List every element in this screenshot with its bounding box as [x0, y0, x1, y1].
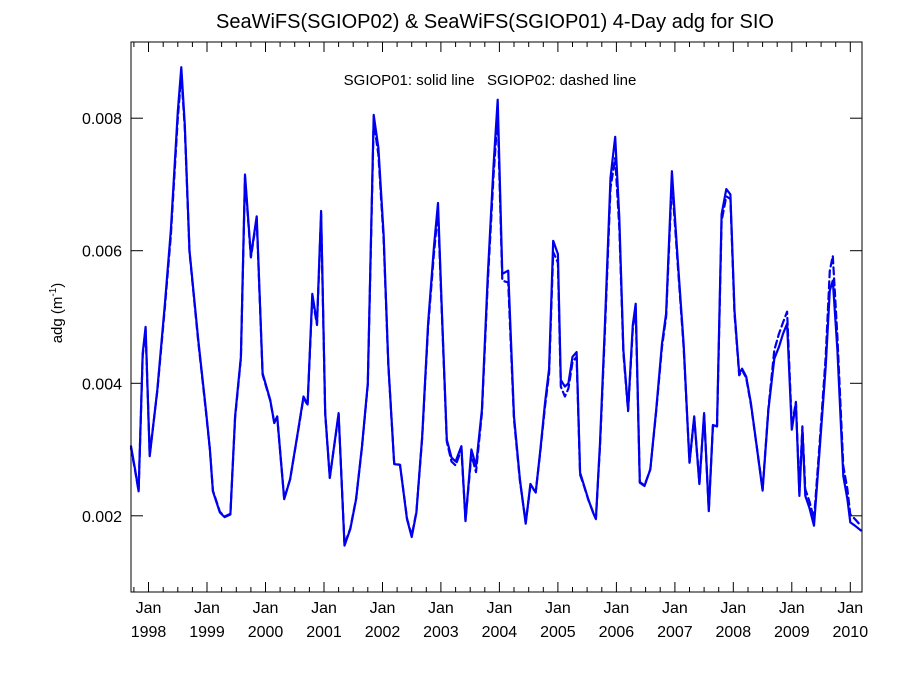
x-tick-label-year: 1998 [131, 624, 167, 641]
x-tick-label-month: Jan [194, 600, 220, 617]
x-tick-label-month: Jan [662, 600, 688, 617]
x-tick-label-year: 2005 [540, 624, 576, 641]
x-tick-label-month: Jan [428, 600, 454, 617]
chart-annotation: SGIOP01: solid line SGIOP02: dashed line [344, 72, 637, 89]
x-tick-label-year: 2004 [482, 624, 518, 641]
x-tick-label-month: Jan [487, 600, 513, 617]
series-group [129, 66, 862, 547]
x-tick-label-month: Jan [370, 600, 396, 617]
x-tick-label-year: 2007 [657, 624, 693, 641]
x-tick-label-year: 2000 [248, 624, 284, 641]
axis-ticks [131, 42, 862, 592]
x-tick-label-year: 2009 [774, 624, 810, 641]
x-tick-label-month: Jan [253, 600, 279, 617]
x-tick-label-year: 2006 [599, 624, 635, 641]
x-tick-label-month: Jan [720, 600, 746, 617]
x-tick-label-year: 2010 [833, 624, 869, 641]
x-tick-label-month: Jan [779, 600, 805, 617]
chart-title: SeaWiFS(SGIOP02) & SeaWiFS(SGIOP01) 4-Da… [216, 11, 774, 33]
x-tick-label-year: 2003 [423, 624, 459, 641]
x-tick-label-year: 2002 [365, 624, 401, 641]
plot-area-frame [130, 41, 863, 593]
series-line-sgiop02 [129, 74, 862, 546]
x-tick-label-year: 2001 [306, 624, 342, 641]
axis-tick-labels: 0.002 0.004 0.006 0.008 Jan 1998 Jan 1999 Jan 200… [82, 111, 868, 641]
x-tick-label-month: Jan [311, 600, 337, 617]
x-tick-label-month: Jan [604, 600, 630, 617]
y-axis-label-close: ) [49, 283, 66, 288]
y-axis-label-superscript: -1 [48, 287, 59, 296]
y-axis-label: adg (m-1) [48, 283, 66, 344]
y-tick-label: 0.008 [82, 111, 122, 128]
y-tick-label: 0.004 [82, 376, 122, 393]
x-tick-label-month: Jan [136, 600, 162, 617]
y-axis-label-text: adg (m [49, 297, 66, 344]
x-tick-label-year: 1999 [189, 624, 225, 641]
x-tick-label-month: Jan [545, 600, 571, 617]
x-tick-label-month: Jan [837, 600, 863, 617]
y-tick-label: 0.006 [82, 244, 122, 261]
x-tick-label-year: 2008 [716, 624, 752, 641]
y-tick-label: 0.002 [82, 509, 122, 526]
